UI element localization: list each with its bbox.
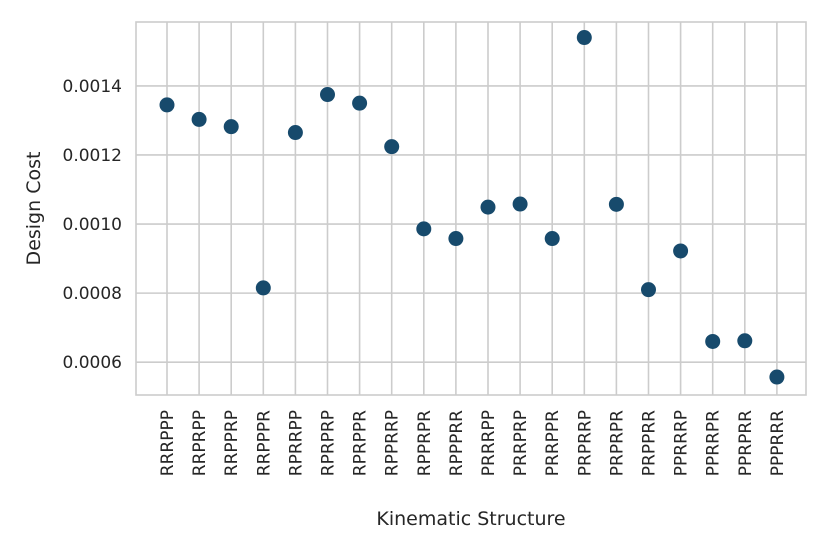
data-point (641, 282, 656, 298)
x-tick-label: PPRPRR (736, 410, 756, 476)
x-tick-label: RRPPRP (222, 410, 242, 476)
data-point (287, 125, 303, 141)
data-point (191, 111, 207, 127)
x-tick-label: PPRRPR (704, 410, 724, 476)
data-point (352, 95, 368, 111)
data-point (384, 139, 400, 155)
x-tick-label: PRRPRP (511, 410, 531, 476)
y-tick-label: 0.0012 (63, 146, 122, 166)
x-tick-label: RPRPPR (351, 410, 371, 476)
data-point (320, 87, 335, 103)
y-tick-labels: 0.0006 0.0008 0.0010 0.0012 0.0014 (63, 77, 122, 373)
data-point (673, 243, 689, 259)
data-point (255, 280, 271, 296)
data-point (576, 30, 592, 46)
x-tick-label: PRPPRR (640, 410, 660, 476)
x-tick-label: RRPPPR (254, 410, 274, 476)
data-point (159, 97, 175, 113)
x-tick-label: PRPRPR (607, 410, 627, 476)
x-tick-label: PPPRRR (768, 410, 788, 476)
plot-frame (135, 21, 807, 396)
data-point (737, 333, 753, 349)
data-point (448, 231, 464, 247)
y-tick-label: 0.0010 (63, 215, 122, 235)
y-tick-label: 0.0014 (63, 77, 122, 97)
x-tick-label: PRRRPP (479, 410, 499, 476)
y-tick-label: 0.0008 (63, 284, 122, 304)
x-tick-label: RPPRPR (415, 410, 435, 476)
x-tick-labels: RRRPPP RRPRPP RRPPRP RRPPPR RPRRPP RPRPRP RPRP… (158, 410, 788, 476)
data-point (608, 196, 624, 212)
data-point (769, 369, 785, 385)
data-point (480, 199, 496, 215)
x-tick-label: RPPRRP (383, 410, 403, 476)
grid-layer (136, 22, 806, 395)
data-point (544, 231, 560, 247)
data-point (705, 333, 721, 349)
data-point (416, 221, 432, 237)
data-point (223, 119, 239, 135)
x-tick-label: PPRRRP (672, 410, 692, 476)
x-tick-label: PRRPPR (543, 410, 563, 476)
y-axis-title: Design Cost (23, 152, 45, 266)
x-tick-label: RPPPRR (447, 410, 467, 476)
x-tick-label: RPRPRP (319, 410, 339, 476)
x-tick-label: RRPRPP (190, 410, 210, 476)
data-point (512, 196, 528, 212)
x-axis-title: Kinematic Structure (376, 508, 565, 530)
points-layer (159, 30, 785, 385)
x-tick-label: PRPRRP (575, 410, 595, 476)
x-tick-label: RPRRPP (286, 410, 306, 476)
x-tick-label: RRRPPP (158, 410, 178, 476)
y-tick-label: 0.0006 (63, 353, 122, 373)
